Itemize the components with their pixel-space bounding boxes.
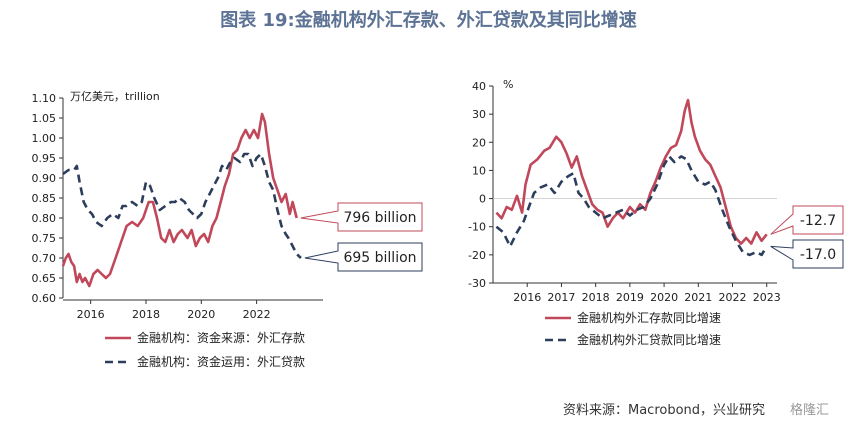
callout-label-deposit: 796 billion [343, 210, 416, 226]
x-tick-label: 2022 [719, 291, 747, 304]
left-unit-label: 万亿美元，trillion [70, 90, 160, 103]
callout-label-deposit: -12.7 [800, 213, 836, 229]
y-tick-label: 0.70 [32, 252, 57, 265]
x-tick-label: 2021 [684, 291, 712, 304]
legend-label-deposit: 金融机构：资金来源：外汇存款 [137, 330, 305, 345]
callout-label-loan: 695 billion [343, 250, 416, 266]
y-tick-label: 0.60 [32, 292, 57, 305]
left-chart-deposits-loans: 万亿美元，trillion 1.10 1.05 1.00 0.95 0.90 0.85 0.… [32, 90, 423, 369]
source-note: 资料来源：Macrobond，兴业研究 [563, 403, 765, 418]
y-tick-label: -30 [468, 277, 486, 290]
right-unit-label: % [503, 78, 513, 91]
y-tick-label: 0.75 [32, 232, 57, 245]
y-tick-label: 0.90 [32, 172, 57, 185]
watermark: 格隆汇 [790, 402, 829, 418]
x-tick-label: 2018 [132, 308, 160, 321]
x-tick-label: 2022 [243, 308, 271, 321]
y-tick-label: 20 [472, 136, 486, 149]
x-tick-label: 2020 [650, 291, 678, 304]
series-line-loan [62, 152, 302, 259]
y-tick-label: 30 [472, 108, 486, 121]
x-tick-label: 2017 [547, 291, 575, 304]
chart-title: 图表 19:金融机构外汇存款、外汇贷款及其同比增速 [220, 10, 637, 31]
y-tick-label: 40 [472, 80, 486, 93]
y-tick-label: 0.95 [32, 152, 57, 165]
x-tick-label: 2019 [616, 291, 644, 304]
y-tick-label: 10 [472, 164, 486, 177]
callout-label-loan: -17.0 [800, 247, 836, 263]
right-chart-growth: % 40 30 20 10 0 -10 -20 -30 2016 2017 2018 2019 2020… [468, 78, 844, 347]
y-tick-label: 0.65 [32, 272, 57, 285]
y-tick-label: 1.10 [32, 92, 57, 105]
y-tick-label: 1.00 [32, 132, 57, 145]
x-tick-label: 2016 [77, 308, 105, 321]
y-tick-label: 0.85 [32, 192, 57, 205]
callout-box-deposit [770, 205, 844, 235]
x-tick-label: 2023 [753, 291, 781, 304]
callout-box-deposit [300, 202, 423, 232]
legend-label-loan: 金融机构外汇贷款同比增速 [577, 332, 721, 347]
y-tick-label: 0 [479, 193, 486, 206]
series-line-loan [495, 155, 768, 257]
x-tick-label: 2018 [582, 291, 610, 304]
legend-label-deposit: 金融机构外汇存款同比增速 [577, 310, 721, 325]
callout-box-loan [770, 239, 844, 269]
y-tick-label: -20 [468, 249, 486, 262]
series-line-deposit [61, 112, 298, 288]
legend-label-loan: 金融机构：资金运用：外汇贷款 [137, 354, 305, 369]
y-tick-label: 0.80 [32, 212, 57, 225]
x-tick-label: 2016 [513, 291, 541, 304]
y-tick-label: -10 [468, 221, 486, 234]
callout-box-loan [304, 242, 423, 272]
y-tick-label: 1.05 [32, 112, 57, 125]
x-tick-label: 2020 [187, 308, 215, 321]
